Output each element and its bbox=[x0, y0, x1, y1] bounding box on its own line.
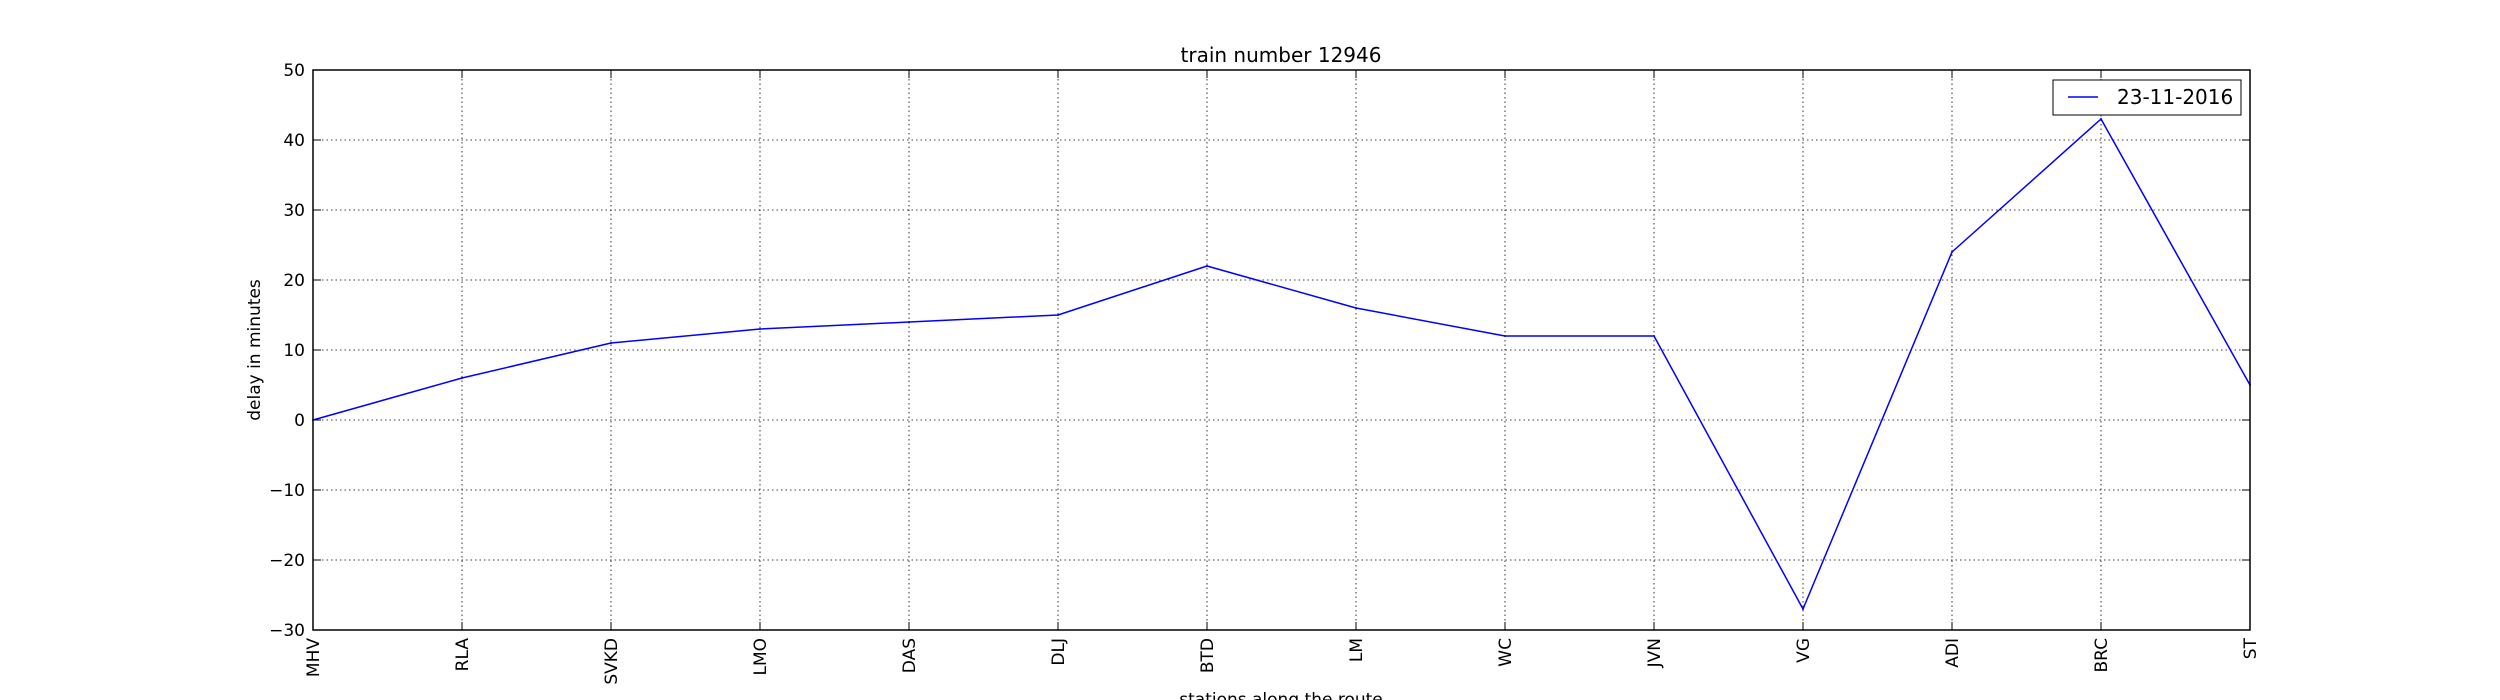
x-tick-label: VG bbox=[1794, 638, 1814, 663]
y-tick-label: −30 bbox=[269, 621, 305, 641]
x-tick-label: ADI bbox=[1943, 638, 1963, 668]
y-tick-label: 0 bbox=[294, 411, 305, 431]
data-point bbox=[1355, 307, 1357, 309]
x-tick-label: JVN bbox=[1645, 638, 1665, 668]
x-tick-label: ST bbox=[2241, 637, 2261, 659]
y-tick-label: 40 bbox=[283, 131, 305, 151]
data-point bbox=[461, 377, 463, 379]
y-tick-label: 20 bbox=[283, 271, 305, 291]
x-tick-label: WC bbox=[1496, 638, 1516, 667]
x-tick-label: DLJ bbox=[1049, 638, 1069, 666]
x-axis-label: stations along the route bbox=[1179, 690, 1383, 700]
legend-label: 23-11-2016 bbox=[2117, 85, 2233, 109]
y-axis-label: delay in minutes bbox=[245, 279, 265, 421]
data-point bbox=[1951, 251, 1953, 253]
data-point bbox=[908, 321, 910, 323]
y-tick-label: 50 bbox=[283, 61, 305, 81]
legend: 23-11-2016 bbox=[2052, 79, 2242, 116]
data-point bbox=[2100, 118, 2102, 120]
series-lines bbox=[312, 118, 2251, 610]
data-point bbox=[759, 328, 761, 330]
x-tick-label: LMO bbox=[751, 638, 771, 676]
x-tick-label: RLA bbox=[453, 638, 473, 672]
y-tick-label: 30 bbox=[283, 201, 305, 221]
x-tick-label: DAS bbox=[900, 638, 920, 673]
data-point bbox=[1206, 265, 1208, 267]
x-tick-label: BRC bbox=[2092, 638, 2112, 673]
x-tick-label: LM bbox=[1347, 638, 1367, 662]
x-tick-label: MHV bbox=[304, 638, 324, 677]
grid-lines bbox=[313, 70, 2250, 630]
y-tick-labels: −30 −20 −10 0 10 20 30 40 50 bbox=[269, 61, 305, 641]
x-tick-label: BTD bbox=[1198, 638, 1218, 673]
data-point bbox=[1057, 314, 1059, 316]
y-tick-label: −10 bbox=[269, 481, 305, 501]
y-tick-label: 10 bbox=[283, 341, 305, 361]
axis-ticks bbox=[312, 69, 2251, 631]
x-tick-labels: MHV RLA SVKD LMO DAS DLJ BTD LM WC JVN VG ADI BRC ST bbox=[304, 637, 2261, 684]
chart-title: train number 12946 bbox=[1181, 43, 1382, 67]
x-tick-label: SVKD bbox=[602, 638, 622, 685]
data-point bbox=[1504, 335, 1506, 337]
series-line bbox=[312, 118, 2251, 610]
data-point bbox=[1802, 608, 1804, 610]
y-tick-label: −20 bbox=[269, 551, 305, 571]
data-point bbox=[1653, 335, 1655, 337]
data-point bbox=[610, 342, 612, 344]
